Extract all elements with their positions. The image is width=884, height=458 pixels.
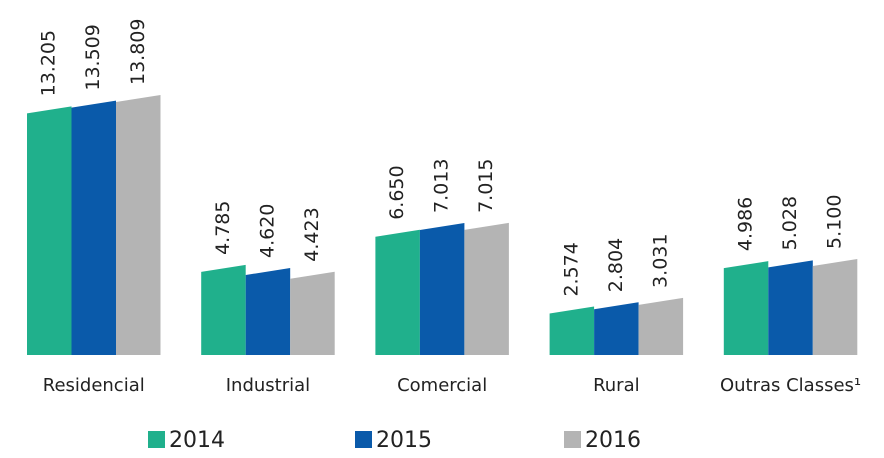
value-label: 5.100 xyxy=(824,195,846,249)
bar xyxy=(812,258,858,355)
bar xyxy=(116,95,161,355)
x-tick-label: Outras Classes¹ xyxy=(720,375,861,396)
value-label: 3.031 xyxy=(649,234,671,288)
bar xyxy=(768,260,813,355)
value-label: 5.028 xyxy=(779,196,801,250)
value-label: 4.986 xyxy=(735,197,757,251)
legend-label: 2016 xyxy=(585,428,641,453)
legend-swatch xyxy=(564,431,581,448)
value-label: 4.423 xyxy=(301,207,323,261)
x-tick-label: Rural xyxy=(593,375,640,396)
value-label: 7.015 xyxy=(475,159,497,213)
bar xyxy=(419,222,465,355)
legend-swatch xyxy=(355,431,372,448)
value-label: 4.620 xyxy=(256,204,278,258)
bar xyxy=(245,268,291,355)
bar xyxy=(290,271,335,355)
bar xyxy=(549,306,595,355)
legend-label: 2014 xyxy=(169,428,225,453)
bar xyxy=(201,264,246,355)
x-tick-label: Industrial xyxy=(226,375,310,396)
legend-swatch xyxy=(148,431,165,448)
bar xyxy=(638,297,684,355)
x-tick-label: Residencial xyxy=(43,375,145,396)
legend-label: 2015 xyxy=(376,428,432,453)
value-label: 13.809 xyxy=(127,19,149,85)
value-label: 4.785 xyxy=(212,201,234,255)
bar xyxy=(71,100,116,355)
bar xyxy=(723,261,769,355)
value-label: 13.205 xyxy=(38,30,60,96)
x-tick-label: Comercial xyxy=(397,375,487,396)
value-label: 13.509 xyxy=(82,24,104,90)
value-label: 6.650 xyxy=(386,165,408,219)
value-label: 7.013 xyxy=(431,159,453,213)
bar xyxy=(375,229,420,355)
value-label: 2.574 xyxy=(560,242,582,296)
bar xyxy=(464,222,509,355)
bar xyxy=(594,302,639,355)
value-label: 2.804 xyxy=(605,238,627,292)
bar xyxy=(27,106,72,356)
